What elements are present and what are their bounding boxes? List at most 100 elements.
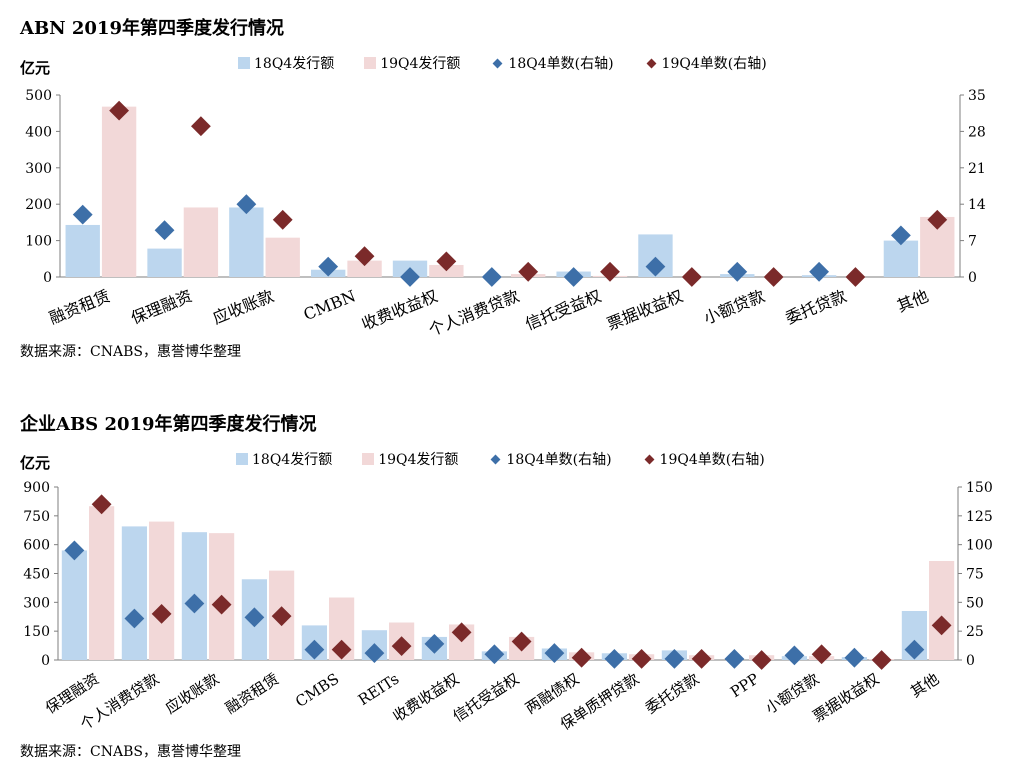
x-category-label: 应收账款 [162, 670, 222, 718]
marker-19q4-count [571, 647, 592, 668]
marker-19q4-count [751, 650, 772, 670]
legend-marker-18q4-count [492, 58, 503, 68]
legend-swatch-19q4-amount [362, 453, 375, 465]
x-category-label: 小额贷款 [701, 286, 767, 328]
legend-label-19q4-amount: 19Q4发行额 [380, 56, 461, 72]
x-category-label: 其他 [894, 286, 931, 316]
x-category-label: 融资租赁 [222, 670, 282, 718]
marker-18q4-count [364, 643, 385, 663]
y-tick-label-left: 600 [23, 538, 50, 554]
legend-item-19q4-amount: 19Q4发行额 [364, 53, 460, 73]
marker-19q4-count [151, 603, 172, 624]
y-tick-label-right: 25 [966, 624, 984, 640]
y-tick-label-left: 500 [25, 88, 52, 104]
y-tick-label-left: 400 [25, 124, 52, 140]
x-category-label: 融资租赁 [46, 286, 112, 328]
legend-item-19q4-amount: 19Q4发行额 [362, 449, 458, 469]
y-tick-label-left: 450 [23, 567, 50, 583]
marker-18q4-count [184, 593, 205, 614]
marker-18q4-count [72, 204, 93, 225]
marker-19q4-count [631, 648, 652, 669]
x-category-label: 委托贷款 [642, 670, 702, 718]
marker-18q4-count [424, 633, 445, 654]
legend-item-18q4-count: 18Q4单数(右轴) [490, 53, 614, 73]
bar-18q4-amount [229, 207, 264, 277]
x-category-label: CMBS [292, 670, 342, 711]
bar-19q4-amount [101, 106, 137, 277]
marker-18q4-count [563, 267, 584, 287]
legend-marker-18q4-count [490, 454, 501, 464]
x-category-label: CMBN [301, 286, 359, 324]
chart1-source-note: 数据来源：CNABS，惠誉博华整理 [20, 344, 241, 360]
legend-swatch-19q4-amount [364, 57, 377, 69]
marker-18q4-count [304, 639, 325, 660]
x-category-label: 个人消费贷款 [426, 286, 522, 340]
bar-18q4-amount [883, 240, 919, 277]
legend-item-18q4-count: 18Q4单数(右轴) [488, 449, 612, 469]
legend-item-19q4-count: 19Q4单数(右轴) [644, 53, 767, 73]
bar-18q4-amount [147, 248, 182, 277]
legend-swatch-18q4-amount [236, 453, 248, 465]
y-tick-label-right: 125 [966, 509, 993, 525]
legend-label-18q4-amount: 18Q4发行额 [252, 452, 333, 468]
marker-19q4-count [451, 622, 472, 643]
chart2-unit-label: 亿元 [20, 454, 51, 472]
y-tick-label-right: 21 [968, 161, 986, 177]
marker-18q4-count [844, 647, 865, 668]
marker-19q4-count [871, 650, 892, 670]
x-category-label: PPP [727, 670, 762, 702]
legend-swatch-18q4-amount [238, 57, 250, 69]
marker-19q4-count [271, 606, 292, 627]
bar-19q4-amount [183, 207, 219, 277]
marker-19q4-count [272, 209, 293, 230]
y-tick-label-left: 300 [25, 161, 52, 177]
chart1-legend: 18Q4发行额 19Q4发行额 18Q4单数(右轴) 19Q4单数(右轴) [238, 53, 797, 73]
bar-19q4-amount [149, 521, 175, 660]
marker-18q4-count [809, 261, 829, 282]
legend-label-18q4-amount: 18Q4发行额 [254, 56, 335, 72]
legend-item-18q4-amount: 18Q4发行额 [236, 449, 332, 469]
marker-18q4-count [724, 648, 745, 669]
legend-label-19q4-amount: 19Q4发行额 [378, 452, 459, 468]
y-tick-label-right: 28 [968, 124, 986, 140]
marker-19q4-count [391, 636, 412, 657]
marker-18q4-count [64, 540, 85, 561]
marker-19q4-count [681, 267, 702, 287]
marker-19q4-count [763, 267, 784, 287]
marker-19q4-count [600, 261, 620, 282]
marker-18q4-count [124, 608, 145, 629]
y-tick-label-right: 75 [966, 567, 984, 583]
x-category-label: 保理融资 [128, 286, 194, 328]
marker-18q4-count [318, 256, 339, 277]
bar-19q4-amount [89, 506, 115, 660]
y-tick-label-right: 0 [968, 270, 977, 286]
marker-18q4-count [400, 267, 420, 287]
legend-item-19q4-count: 19Q4单数(右轴) [642, 449, 765, 469]
x-category-label: 信托受益权 [450, 670, 523, 726]
marker-18q4-count [484, 644, 505, 665]
y-tick-label-right: 14 [968, 197, 986, 213]
marker-18q4-count [154, 220, 175, 241]
y-tick-label-right: 100 [966, 538, 993, 554]
y-tick-label-left: 900 [23, 480, 50, 496]
marker-19q4-count [931, 615, 952, 636]
x-category-label: 收费收益权 [390, 670, 463, 726]
x-category-label: REITs [355, 670, 402, 709]
x-category-label: 其他 [907, 670, 942, 701]
chart2-plot: 01503004506007509000255075100125150保理融资个… [23, 480, 993, 734]
bar-19q4-amount [347, 260, 382, 277]
bar-18q4-amount [65, 224, 100, 277]
y-tick-label-right: 150 [966, 480, 993, 496]
chart1-unit-label: 亿元 [20, 59, 51, 77]
marker-18q4-count [604, 648, 625, 669]
y-tick-label-right: 50 [966, 595, 984, 611]
marker-19q4-count [436, 251, 457, 272]
marker-18q4-count [645, 256, 666, 277]
marker-19q4-count [191, 116, 211, 137]
bar-18q4-amount [121, 526, 147, 660]
y-tick-label-left: 100 [25, 234, 52, 250]
bar-19q4-amount [265, 237, 300, 277]
chart2-source-note: 数据来源：CNABS，惠誉博华整理 [20, 744, 241, 760]
marker-19q4-count [845, 267, 866, 287]
chart1-title: ABN 2019年第四季度发行情况 [20, 18, 284, 39]
